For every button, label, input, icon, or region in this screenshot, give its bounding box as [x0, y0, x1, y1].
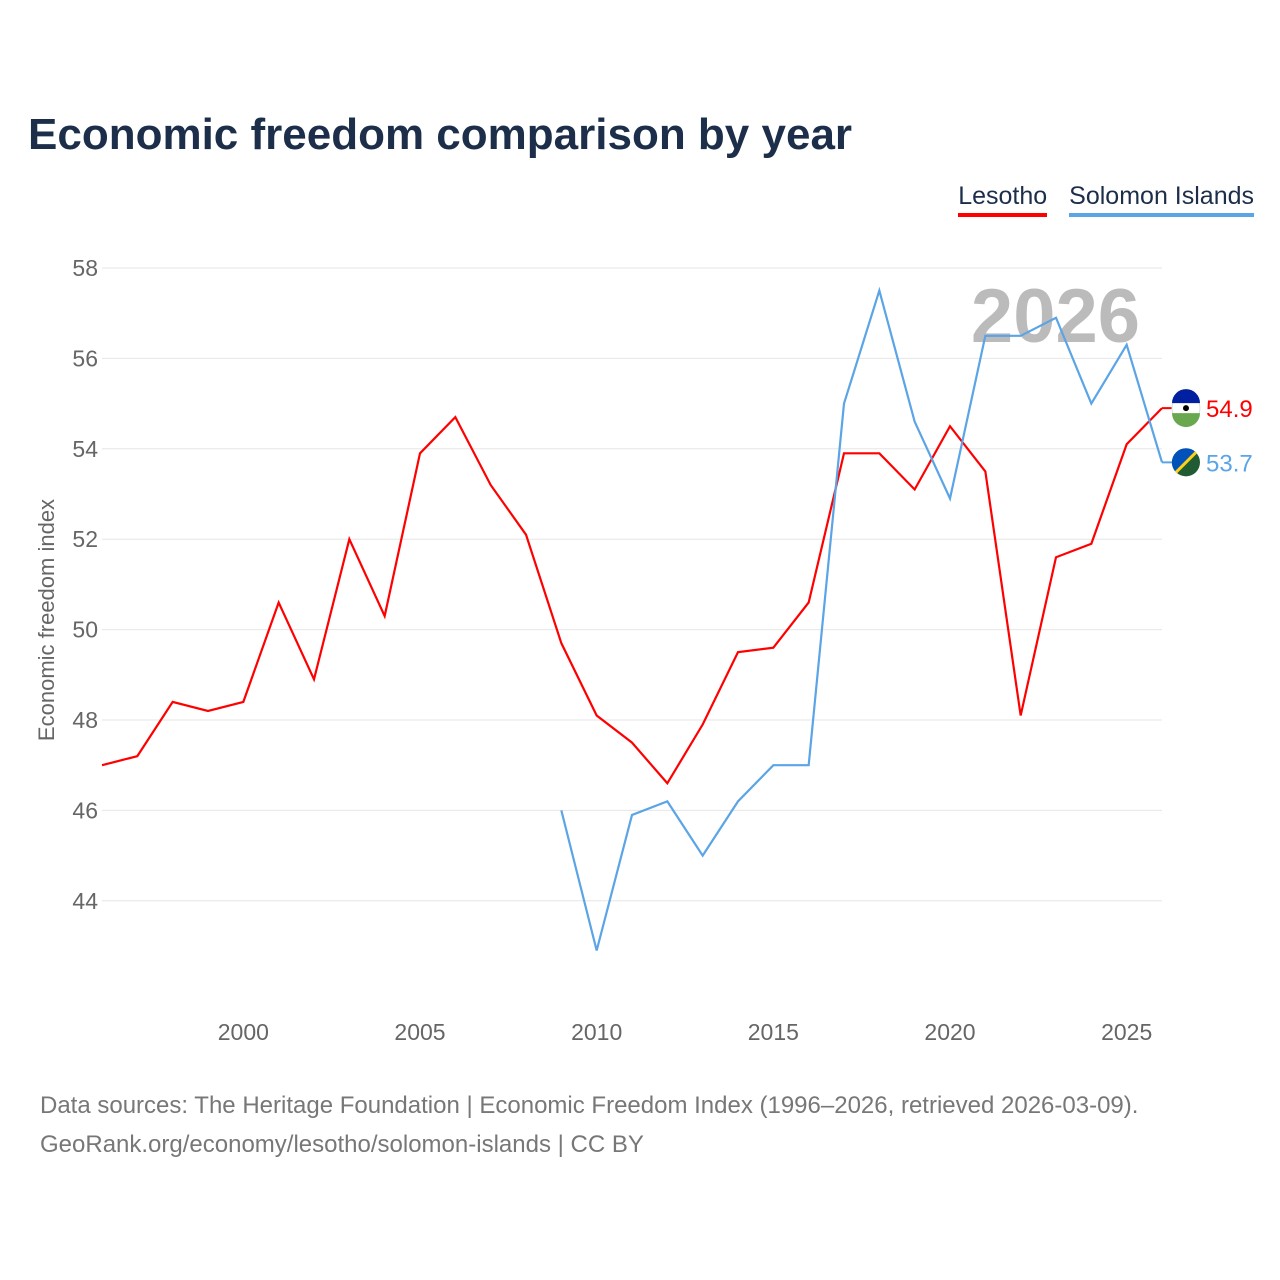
x-tick-label: 2010	[571, 1019, 622, 1045]
data-point	[524, 533, 528, 537]
data-point	[418, 451, 422, 455]
data-point	[171, 700, 175, 704]
data-point	[1054, 555, 1058, 559]
data-point	[489, 483, 493, 487]
lesotho-flag-icon	[1172, 389, 1200, 404]
data-point	[100, 763, 104, 767]
x-tick-label: 2005	[394, 1019, 445, 1045]
y-tick-label: 56	[72, 345, 98, 371]
footer: Data sources: The Heritage Foundation | …	[40, 1086, 1138, 1164]
data-source: Data sources: The Heritage Foundation | …	[40, 1092, 1139, 1119]
year-watermark: 2026	[971, 274, 1140, 359]
data-point	[983, 334, 987, 338]
end-value-label: 53.7	[1206, 450, 1253, 477]
lesotho-flag-icon	[1183, 405, 1189, 412]
data-point	[595, 713, 599, 717]
end-value-label: 54.9	[1206, 396, 1253, 423]
data-point	[807, 600, 811, 604]
data-point	[630, 813, 634, 817]
chart-title: Economic freedom comparison by year	[28, 110, 853, 159]
y-tick-label: 48	[72, 707, 98, 733]
data-point	[842, 402, 846, 406]
data-point	[807, 763, 811, 767]
y-tick-label: 50	[72, 617, 98, 643]
data-point	[771, 763, 775, 767]
data-point	[241, 700, 245, 704]
data-point	[913, 420, 917, 424]
y-tick-label: 58	[72, 255, 98, 281]
data-point	[877, 289, 881, 293]
x-tick-label: 2015	[748, 1019, 799, 1045]
y-tick-label: 46	[72, 797, 98, 823]
data-point	[595, 949, 599, 953]
data-point	[1089, 542, 1093, 546]
data-point	[1089, 402, 1093, 406]
data-point	[842, 451, 846, 455]
data-point	[1054, 316, 1058, 320]
source-url[interactable]: GeoRank.org/economy/lesotho/solomon-isla…	[40, 1131, 644, 1158]
data-point	[559, 641, 563, 645]
series-line-solomon-islands	[560, 286, 1164, 951]
data-point	[453, 415, 457, 419]
data-point	[665, 799, 669, 803]
data-point	[1125, 343, 1129, 347]
data-point	[1125, 442, 1129, 446]
solomon-islands-flag-icon	[1171, 448, 1196, 473]
x-tick-label: 2025	[1101, 1019, 1152, 1045]
data-point	[206, 709, 210, 713]
legend-solomon-islands[interactable]: Solomon Islands	[1069, 182, 1254, 217]
data-point	[913, 487, 917, 491]
legend-lesotho[interactable]: Lesotho	[958, 182, 1048, 217]
data-point	[135, 754, 139, 758]
series-line-lesotho	[101, 407, 1163, 786]
data-point	[771, 646, 775, 650]
data-point	[665, 781, 669, 785]
data-point	[948, 424, 952, 428]
data-point	[312, 677, 316, 681]
data-point	[983, 469, 987, 473]
y-tick-label: 44	[72, 888, 98, 914]
y-axis-label: Economic freedom index	[34, 499, 59, 741]
x-tick-label: 2020	[924, 1019, 975, 1045]
lesotho-flag-icon	[1172, 413, 1200, 428]
data-point	[1019, 713, 1023, 717]
legend: Lesotho Solomon Islands	[958, 182, 1254, 217]
data-point	[948, 497, 952, 501]
data-point	[383, 614, 387, 618]
data-point	[877, 451, 881, 455]
data-point	[277, 600, 281, 604]
data-point	[630, 741, 634, 745]
data-point	[701, 723, 705, 727]
y-tick-label: 54	[72, 436, 98, 462]
data-point	[347, 537, 351, 541]
solomon-islands-flag-icon	[1174, 451, 1198, 474]
x-tick-label: 2000	[218, 1019, 269, 1045]
data-point	[1019, 334, 1023, 338]
data-point	[701, 854, 705, 858]
data-point	[559, 808, 563, 812]
y-tick-label: 52	[72, 526, 98, 552]
data-point	[736, 799, 740, 803]
data-point	[736, 650, 740, 654]
